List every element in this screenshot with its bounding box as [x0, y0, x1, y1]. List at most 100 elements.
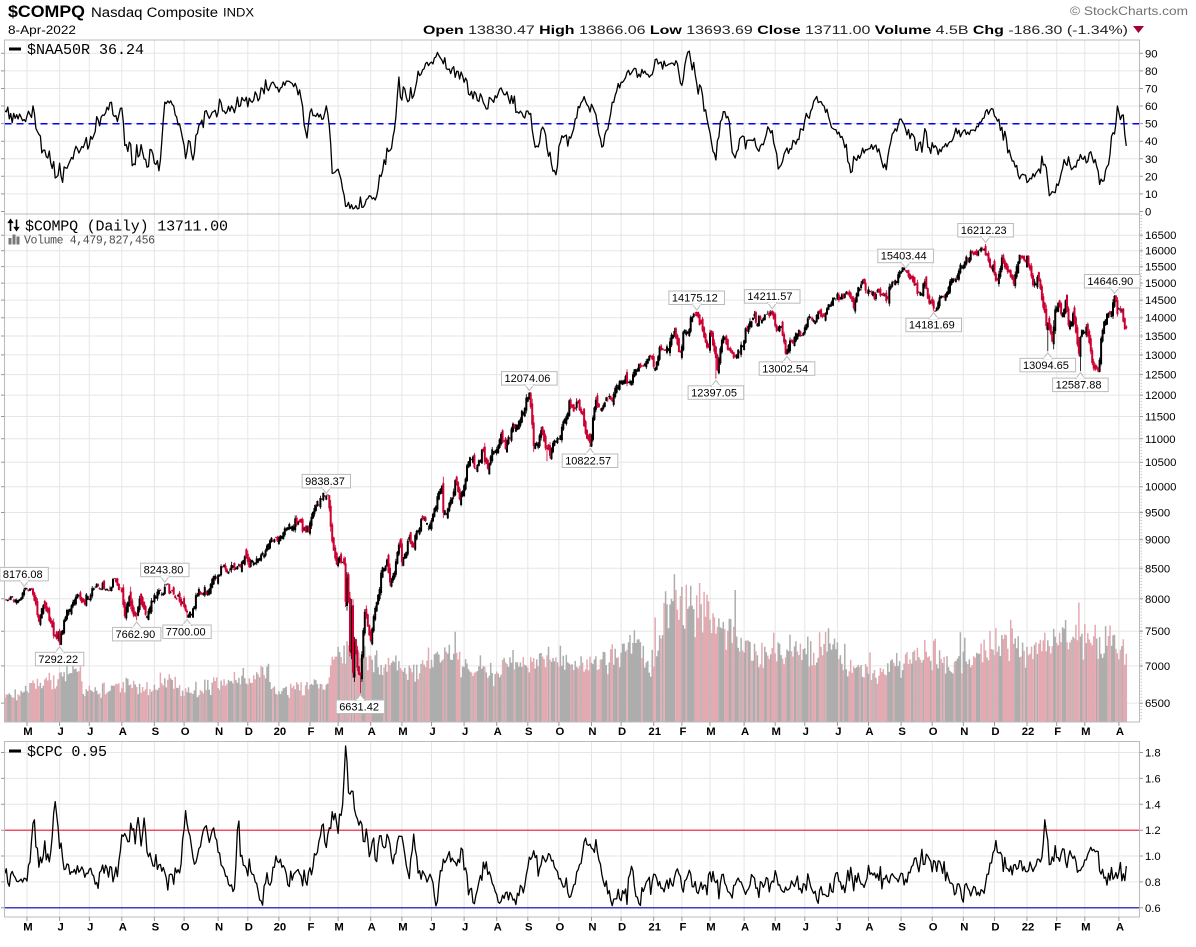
svg-text:7500: 7500: [1145, 626, 1170, 638]
svg-text:N: N: [960, 922, 968, 934]
svg-text:1.4: 1.4: [1145, 799, 1161, 811]
svg-text:8-Apr-2022: 8-Apr-2022: [8, 25, 76, 37]
svg-text:$NAA50R 36.24: $NAA50R 36.24: [27, 42, 144, 59]
svg-text:O: O: [929, 726, 938, 738]
svg-text:S: S: [152, 726, 160, 738]
svg-text:A: A: [494, 922, 502, 934]
svg-text:N: N: [960, 726, 968, 738]
svg-text:9500: 9500: [1145, 508, 1170, 520]
svg-text:13002.54: 13002.54: [762, 363, 808, 375]
svg-text:A: A: [1116, 922, 1124, 934]
svg-text:15000: 15000: [1145, 278, 1176, 290]
svg-text:$COMPQ (Daily) 13711.00: $COMPQ (Daily) 13711.00: [25, 219, 228, 236]
svg-text:10000: 10000: [1145, 482, 1176, 494]
svg-text:F: F: [679, 726, 686, 738]
svg-text:Open 13830.47 High 13866.06 Lo: Open 13830.47 High 13866.06 Low 13693.69…: [423, 25, 1128, 37]
svg-text:N: N: [588, 726, 596, 738]
svg-text:Volume 4,479,827,456: Volume 4,479,827,456: [24, 235, 155, 248]
svg-text:13094.65: 13094.65: [1023, 360, 1069, 372]
svg-text:N: N: [588, 922, 596, 934]
svg-text:9000: 9000: [1145, 535, 1170, 547]
svg-text:21: 21: [648, 922, 661, 934]
svg-text:70: 70: [1145, 84, 1158, 96]
svg-text:12074.06: 12074.06: [505, 373, 551, 385]
svg-text:A: A: [741, 922, 749, 934]
svg-text:J: J: [835, 922, 841, 934]
svg-text:60: 60: [1145, 101, 1158, 113]
svg-text:J: J: [87, 922, 93, 934]
svg-text:D: D: [245, 726, 253, 738]
svg-text:20: 20: [1145, 171, 1158, 183]
svg-text:A: A: [119, 726, 127, 738]
svg-text:O: O: [181, 922, 190, 934]
svg-text:O: O: [556, 922, 565, 934]
svg-text:M: M: [706, 922, 715, 934]
svg-text:F: F: [308, 922, 315, 934]
svg-text:7700.00: 7700.00: [166, 627, 206, 639]
svg-text:S: S: [898, 726, 906, 738]
svg-text:10500: 10500: [1145, 457, 1176, 469]
svg-text:6631.42: 6631.42: [339, 702, 379, 714]
svg-text:1.0: 1.0: [1145, 851, 1161, 863]
svg-text:8500: 8500: [1145, 563, 1170, 575]
svg-text:M: M: [334, 922, 343, 934]
svg-text:F: F: [1054, 726, 1061, 738]
svg-text:A: A: [119, 922, 127, 934]
svg-text:14181.69: 14181.69: [909, 320, 955, 332]
svg-text:A: A: [1116, 726, 1124, 738]
svg-text:J: J: [429, 922, 435, 934]
svg-text:16212.23: 16212.23: [961, 225, 1007, 237]
svg-text:INDX: INDX: [223, 8, 254, 20]
svg-text:A: A: [741, 726, 749, 738]
svg-text:16000: 16000: [1145, 246, 1176, 258]
svg-text:M: M: [1081, 922, 1090, 934]
svg-text:J: J: [429, 726, 435, 738]
svg-text:22: 22: [1022, 922, 1035, 934]
svg-text:1.2: 1.2: [1145, 825, 1161, 837]
svg-text:J: J: [87, 726, 93, 738]
svg-text:O: O: [556, 726, 565, 738]
svg-text:D: D: [618, 922, 626, 934]
svg-text:A: A: [865, 922, 873, 934]
svg-text:A: A: [368, 726, 376, 738]
svg-text:J: J: [803, 726, 809, 738]
svg-text:J: J: [835, 726, 841, 738]
svg-text:D: D: [991, 922, 999, 934]
svg-text:© StockCharts.com: © StockCharts.com: [1070, 6, 1188, 18]
svg-text:M: M: [706, 726, 715, 738]
svg-text:11000: 11000: [1145, 434, 1176, 446]
svg-text:8176.08: 8176.08: [3, 569, 43, 581]
svg-text:$COMPQ: $COMPQ: [8, 3, 85, 21]
svg-text:M: M: [398, 726, 407, 738]
svg-text:O: O: [181, 726, 190, 738]
svg-text:7000: 7000: [1145, 661, 1170, 673]
svg-text:7662.90: 7662.90: [116, 629, 156, 641]
svg-text:N: N: [215, 726, 223, 738]
svg-text:0.8: 0.8: [1145, 877, 1161, 889]
svg-text:80: 80: [1145, 66, 1158, 78]
svg-text:6500: 6500: [1145, 698, 1170, 710]
svg-text:$CPC 0.95: $CPC 0.95: [27, 744, 107, 761]
svg-text:50: 50: [1145, 119, 1158, 131]
svg-text:S: S: [525, 922, 533, 934]
svg-text:M: M: [334, 726, 343, 738]
svg-text:N: N: [215, 922, 223, 934]
svg-text:M: M: [771, 922, 780, 934]
svg-text:O: O: [929, 922, 938, 934]
svg-text:F: F: [1054, 922, 1061, 934]
svg-text:12587.88: 12587.88: [1056, 380, 1102, 392]
svg-text:A: A: [368, 922, 376, 934]
svg-text:11500: 11500: [1145, 412, 1176, 424]
svg-text:D: D: [245, 922, 253, 934]
svg-text:F: F: [308, 726, 315, 738]
svg-text:90: 90: [1145, 48, 1158, 60]
svg-text:0.6: 0.6: [1145, 903, 1161, 915]
svg-text:14175.12: 14175.12: [672, 293, 718, 305]
svg-text:8000: 8000: [1145, 594, 1170, 606]
svg-text:A: A: [494, 726, 502, 738]
svg-text:D: D: [991, 726, 999, 738]
svg-text:J: J: [803, 922, 809, 934]
svg-text:0: 0: [1145, 207, 1151, 219]
svg-text:1.8: 1.8: [1145, 748, 1161, 760]
svg-text:12397.05: 12397.05: [691, 387, 737, 399]
